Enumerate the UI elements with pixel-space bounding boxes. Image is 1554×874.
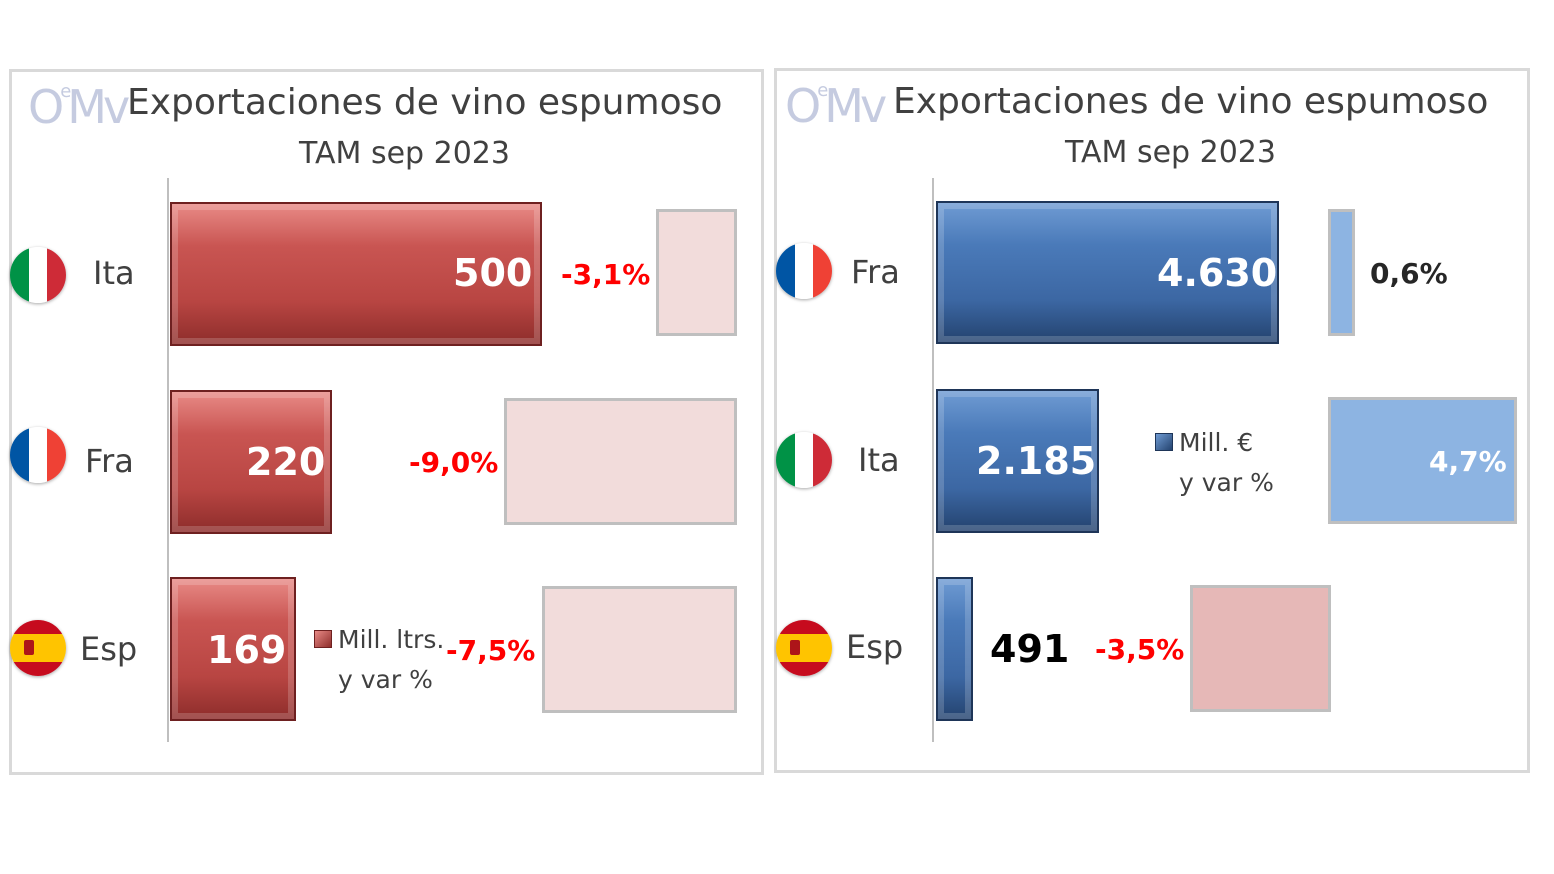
chart-title-left: Exportaciones de vino espumoso	[127, 82, 723, 123]
legend-label: Mill. ltrs.	[338, 625, 445, 654]
logo-oemv-right: OeMv	[785, 79, 887, 133]
spain-flag-icon	[10, 620, 66, 676]
legend-swatch	[1155, 433, 1173, 451]
legend-swatch	[314, 630, 332, 648]
var-box-esp	[542, 586, 737, 713]
legend-left: Mill. ltrs. y var %	[314, 620, 444, 700]
category-label: Fra	[85, 442, 134, 480]
bar-ita-value	[936, 389, 1099, 533]
legend-label: y var %	[1179, 468, 1274, 497]
italy-flag-icon	[10, 247, 66, 303]
var-label: -7,5%	[446, 634, 536, 667]
spain-flag-icon	[776, 620, 832, 676]
var-label: -9,0%	[409, 446, 499, 479]
italy-flag-icon	[776, 432, 832, 488]
var-box-esp	[1190, 585, 1331, 712]
category-label: Esp	[80, 630, 138, 668]
var-box-ita	[1328, 397, 1517, 524]
category-label: Esp	[846, 628, 904, 666]
category-axis-left	[167, 178, 169, 742]
chart-subtitle-left: TAM sep 2023	[299, 136, 510, 171]
france-flag-icon	[10, 427, 66, 483]
var-label: -3,1%	[561, 258, 651, 291]
bar-fra-value	[936, 201, 1279, 344]
chart-subtitle-right: TAM sep 2023	[1065, 135, 1276, 170]
legend-label: y var %	[338, 665, 433, 694]
var-box-fra	[1328, 209, 1355, 336]
var-label: 0,6%	[1370, 257, 1448, 290]
category-label: Fra	[851, 253, 900, 291]
value-label: 220	[246, 440, 326, 484]
bar-esp-volume	[170, 577, 296, 721]
bar-ita-volume	[170, 202, 542, 346]
value-label: 169	[207, 628, 287, 672]
var-label: 4,7%	[1429, 445, 1507, 478]
var-box-ita	[656, 209, 737, 336]
logo-oemv-left: OeMv	[28, 80, 130, 134]
category-axis-right	[932, 178, 934, 742]
value-label: 500	[453, 251, 533, 295]
value-label: 4.630	[1157, 251, 1278, 295]
bar-esp-value	[936, 577, 973, 721]
france-flag-icon	[776, 243, 832, 299]
chart-title-right: Exportaciones de vino espumoso	[893, 81, 1489, 122]
bar-fra-volume	[170, 390, 332, 534]
value-label: 491	[990, 627, 1070, 671]
category-label: Ita	[93, 254, 135, 292]
category-label: Ita	[858, 441, 900, 479]
legend-label: Mill. €	[1179, 428, 1254, 457]
var-label: -3,5%	[1095, 633, 1185, 666]
var-box-fra	[504, 398, 737, 525]
value-label: 2.185	[976, 439, 1097, 483]
legend-right: Mill. € y var %	[1155, 423, 1274, 503]
